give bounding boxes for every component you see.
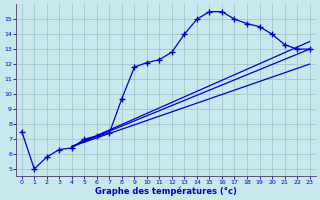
X-axis label: Graphe des températures (°c): Graphe des températures (°c) bbox=[95, 186, 236, 196]
